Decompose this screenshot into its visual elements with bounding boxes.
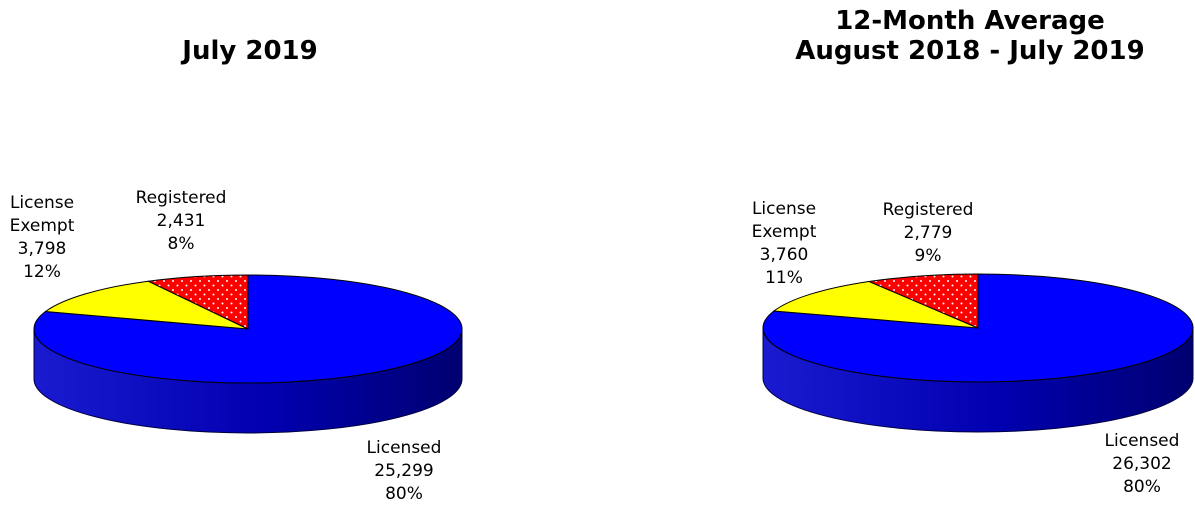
slice-percent: 8%	[168, 234, 195, 254]
slice-label: Licensed	[367, 438, 442, 458]
slice-percent: 12%	[23, 262, 61, 282]
pie-chart-july-2019: July 2019 Licensed 25,299 80% License Exempt…	[0, 0, 500, 510]
slice-label: License	[10, 193, 74, 213]
slice-value: 3,798	[18, 239, 67, 259]
slice-percent: 80%	[1123, 477, 1161, 497]
chart-title: 12-Month Average August 2018 - July 2019	[730, 6, 1195, 66]
pie-slice-licensed	[33, 274, 463, 384]
pie-slice-registered	[867, 273, 979, 329]
chart-title: July 2019	[0, 36, 500, 66]
label-licensed: Licensed 26,302 80%	[1105, 431, 1180, 497]
pie-chart-12-month-average: 12-Month Average August 2018 - July 2019…	[730, 0, 1195, 510]
slice-label: Exempt	[752, 222, 817, 242]
label-registered: Registered 2,431 8%	[136, 188, 227, 254]
slice-label: Registered	[136, 188, 227, 208]
slice-label: License	[752, 199, 816, 219]
pie-slice-license-exempt	[44, 280, 249, 330]
chart-title-line: August 2018 - July 2019	[795, 36, 1145, 66]
slice-label: Registered	[883, 200, 974, 220]
slice-value: 3,760	[760, 245, 809, 265]
pie-svg: Licensed 26,302 80% License Exempt 3,760 11% Re…	[752, 199, 1194, 497]
chart-title-line: 12-Month Average	[835, 6, 1105, 36]
label-license-exempt: License Exempt 3,760 11%	[752, 199, 817, 288]
label-license-exempt: License Exempt 3,798 12%	[10, 193, 75, 282]
pie-svg: Licensed 25,299 80% License Exempt 3,798 12% Re…	[10, 188, 463, 504]
slice-label: Exempt	[10, 216, 75, 236]
slice-value: 2,431	[157, 211, 206, 231]
pie-slice-license-exempt	[772, 280, 979, 329]
chart-title-line: July 2019	[182, 36, 318, 66]
slice-percent: 11%	[765, 268, 803, 288]
label-licensed: Licensed 25,299 80%	[367, 438, 442, 504]
slice-percent: 80%	[385, 484, 423, 504]
slice-value: 2,779	[904, 223, 953, 243]
slice-value: 25,299	[374, 461, 433, 481]
slice-value: 26,302	[1112, 454, 1171, 474]
label-registered: Registered 2,779 9%	[883, 200, 974, 266]
slice-percent: 9%	[915, 246, 942, 266]
pie-slice-registered	[146, 274, 249, 330]
slice-label: Licensed	[1105, 431, 1180, 451]
